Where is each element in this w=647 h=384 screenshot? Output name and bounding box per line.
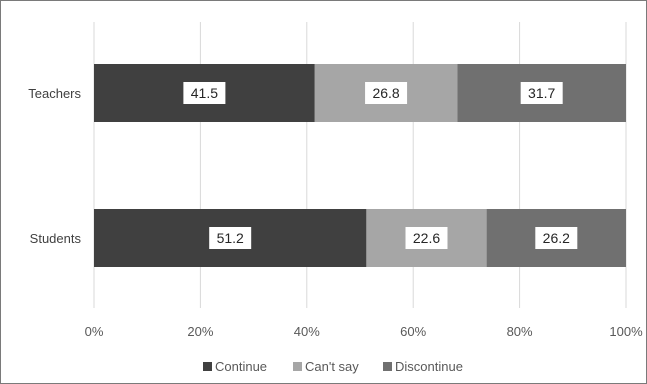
data-label-box [520,82,563,104]
legend-swatch [383,362,392,371]
x-tick-label: 20% [187,324,213,339]
data-label: 26.2 [543,230,570,246]
data-label: 26.8 [372,85,399,101]
x-tick-label: 100% [609,324,643,339]
category-label: Students [30,231,82,246]
data-label: 41.5 [191,85,218,101]
legend-swatch [203,362,212,371]
data-label: 31.7 [528,85,555,101]
data-label: 51.2 [217,230,244,246]
legend-label: Can't say [305,359,359,374]
category-label: Teachers [28,86,81,101]
legend: Continue Can't say Discontinue [203,359,463,374]
data-label: 22.6 [413,230,440,246]
data-label-box [183,82,226,104]
x-tick-label: 60% [400,324,426,339]
category-axis: Teachers Students [28,86,81,246]
x-tick-label: 40% [294,324,320,339]
legend-label: Continue [215,359,267,374]
data-label-box [405,227,448,249]
legend-swatch [293,362,302,371]
bars: 41.5 26.8 31.7 51.2 22.6 26.2 [94,64,626,267]
value-axis: 0% 20% 40% 60% 80% 100% [85,324,643,339]
data-label-box [365,82,408,104]
data-label-box [209,227,252,249]
x-tick-label: 80% [507,324,533,339]
data-label-box [535,227,578,249]
legend-label: Discontinue [395,359,463,374]
x-tick-label: 0% [85,324,104,339]
